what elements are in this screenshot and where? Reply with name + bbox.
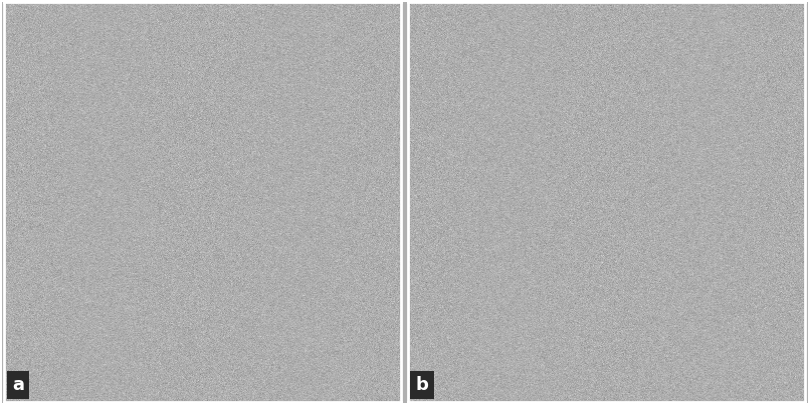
Text: b: b — [416, 376, 429, 394]
Text: a: a — [12, 376, 24, 394]
